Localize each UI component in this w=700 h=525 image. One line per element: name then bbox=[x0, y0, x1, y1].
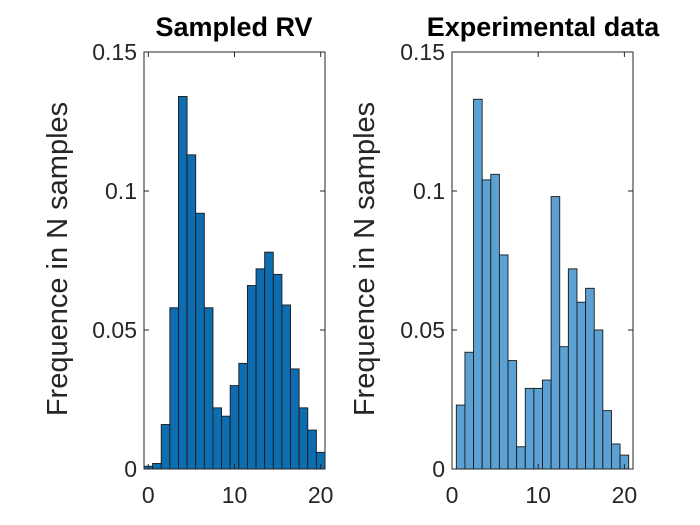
y-tick-label: 0.1 bbox=[413, 178, 445, 204]
bar bbox=[481, 179, 492, 470]
bar bbox=[593, 329, 604, 470]
bar bbox=[602, 410, 612, 470]
bar bbox=[264, 251, 274, 470]
bar bbox=[307, 429, 317, 470]
bar bbox=[186, 154, 197, 470]
x-tick-label: 10 bbox=[222, 482, 248, 508]
bar bbox=[498, 254, 509, 470]
bar bbox=[203, 307, 214, 470]
y-tick-label: 0.15 bbox=[400, 39, 445, 65]
bar bbox=[195, 212, 205, 470]
bar bbox=[169, 307, 179, 470]
y-axis-label: Frequence in N samples bbox=[42, 102, 74, 416]
bar bbox=[272, 273, 283, 470]
bar bbox=[246, 285, 257, 470]
x-tick-label: 20 bbox=[308, 482, 334, 508]
bar bbox=[550, 196, 561, 470]
bar bbox=[298, 407, 309, 470]
bar bbox=[212, 407, 223, 470]
axes-box bbox=[451, 51, 634, 470]
bar bbox=[221, 415, 231, 470]
bar bbox=[178, 96, 188, 470]
y-tick-label: 0 bbox=[432, 456, 445, 482]
chart-title: Experimental data bbox=[427, 12, 661, 42]
bar bbox=[160, 424, 171, 470]
bar bbox=[455, 404, 466, 470]
bar bbox=[516, 446, 526, 470]
axes: 0 0.05 0.1 0.15 0 10 20 bbox=[400, 39, 637, 508]
chart-title: Sampled RV bbox=[155, 12, 312, 42]
bar bbox=[281, 304, 291, 470]
bar bbox=[473, 98, 483, 470]
y-tick-label: 0.15 bbox=[92, 39, 137, 65]
bar bbox=[524, 387, 535, 470]
bar bbox=[238, 362, 248, 470]
chart-experimental-data: Experimental data Frequence in N samples… bbox=[349, 12, 660, 508]
bar bbox=[507, 360, 518, 470]
bars bbox=[455, 98, 630, 470]
x-tick-label: 20 bbox=[612, 482, 638, 508]
bar bbox=[464, 351, 474, 470]
y-tick-label: 0.1 bbox=[105, 178, 137, 204]
bar bbox=[559, 346, 569, 470]
y-tick-label: 0.05 bbox=[92, 317, 137, 343]
x-tick-label: 0 bbox=[446, 482, 459, 508]
bar bbox=[490, 173, 500, 470]
bar bbox=[229, 385, 240, 470]
bar bbox=[533, 387, 543, 470]
y-tick-label: 0 bbox=[124, 456, 137, 482]
bar bbox=[585, 287, 595, 470]
y-tick-label: 0.05 bbox=[400, 317, 445, 343]
bar bbox=[576, 301, 587, 470]
bar bbox=[290, 368, 300, 470]
x-tick-label: 0 bbox=[142, 482, 155, 508]
axes: 0 0.05 0.1 0.15 0 10 20 bbox=[92, 39, 333, 508]
y-axis-label: Frequence in N samples bbox=[349, 102, 381, 416]
bar bbox=[542, 379, 552, 470]
bar bbox=[567, 268, 578, 470]
bar bbox=[611, 443, 621, 470]
chart-sampled-rv: Sampled RV Frequence in N samples 00.050… bbox=[42, 12, 333, 508]
x-tick-label: 10 bbox=[525, 482, 551, 508]
bar bbox=[152, 462, 162, 470]
bar bbox=[255, 268, 266, 470]
